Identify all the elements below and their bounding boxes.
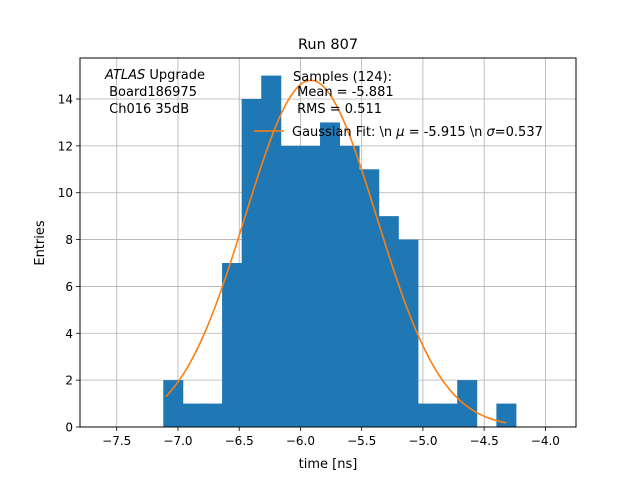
histogram-bar [280, 145, 301, 427]
plot-frame [79, 57, 577, 428]
atlas-upgrade-text: Upgrade [145, 68, 205, 83]
histogram-bar [437, 403, 458, 427]
stats-mean: Mean = -5.881 [293, 85, 394, 100]
x-tick-label: −5.0 [408, 434, 437, 448]
histogram-bars [163, 75, 517, 428]
fit-curve-layer [165, 79, 507, 424]
y-axis-label: Entries [33, 220, 48, 266]
y-tick-label: 0 [65, 421, 73, 435]
y-tick-label: 2 [65, 374, 73, 388]
histogram-bar [241, 99, 262, 427]
histogram-bar [320, 122, 341, 427]
histogram-bar [378, 216, 399, 427]
legend-mu-symbol: μ [395, 125, 404, 140]
legend-sigma-symbol: σ [487, 125, 496, 140]
y-tick-label: 12 [58, 139, 73, 153]
histogram-bar [398, 239, 419, 427]
legend-label: Gaussian Fit: \n μ = -5.915 \n σ=0.537 [292, 125, 543, 140]
legend-prefix: Gaussian Fit: \n [292, 125, 396, 140]
histogram-bar [359, 169, 380, 428]
histogram-bar [163, 380, 184, 427]
channel-label: Ch016 35dB [105, 102, 189, 117]
legend-mu-value: = -5.915 \n [405, 125, 487, 140]
atlas-italic-text: ATLAS [104, 68, 145, 83]
x-tick-label: −7.0 [163, 434, 192, 448]
histogram-bar [496, 403, 517, 427]
y-tick-label: 8 [65, 233, 73, 247]
x-tick-label: −4.5 [470, 434, 499, 448]
legend: Gaussian Fit: \n μ = -5.915 \n σ=0.537 [254, 125, 543, 140]
y-tick-label: 10 [58, 186, 73, 200]
chart-title: Run 807 [298, 37, 358, 53]
legend-sigma-value: =0.537 [495, 125, 543, 140]
histogram-bar [457, 380, 478, 427]
histogram-bar [339, 145, 360, 427]
histogram-bar [418, 403, 439, 427]
histogram-bar [202, 403, 223, 427]
y-tick-label: 4 [65, 327, 73, 341]
x-tick-label: −6.0 [286, 434, 315, 448]
stats-samples: Samples (124): [293, 70, 392, 85]
y-tick-label: 14 [58, 93, 73, 107]
y-axis-ticks: 0 2 4 6 8 10 12 14 [58, 93, 80, 435]
x-tick-label: −6.5 [225, 434, 254, 448]
board-label: Board186975 [105, 85, 197, 100]
x-tick-label: −4.0 [531, 434, 560, 448]
y-tick-label: 6 [65, 280, 73, 294]
x-axis-ticks: −7.5 −7.0 −6.5 −6.0 −5.5 −5.0 −4.5 −4.0 [102, 427, 560, 448]
atlas-label: ATLAS Upgrade [104, 68, 205, 83]
stats-rms: RMS = 0.511 [293, 102, 382, 117]
gaussian-fit-curve [165, 79, 507, 424]
x-axis-label: time [ns] [299, 457, 358, 472]
histogram-bar [182, 403, 203, 427]
histogram-bar [261, 75, 282, 428]
x-tick-label: −7.5 [102, 434, 131, 448]
histogram-bar [222, 263, 243, 427]
x-tick-label: −5.5 [347, 434, 376, 448]
histogram-bar [300, 145, 321, 427]
